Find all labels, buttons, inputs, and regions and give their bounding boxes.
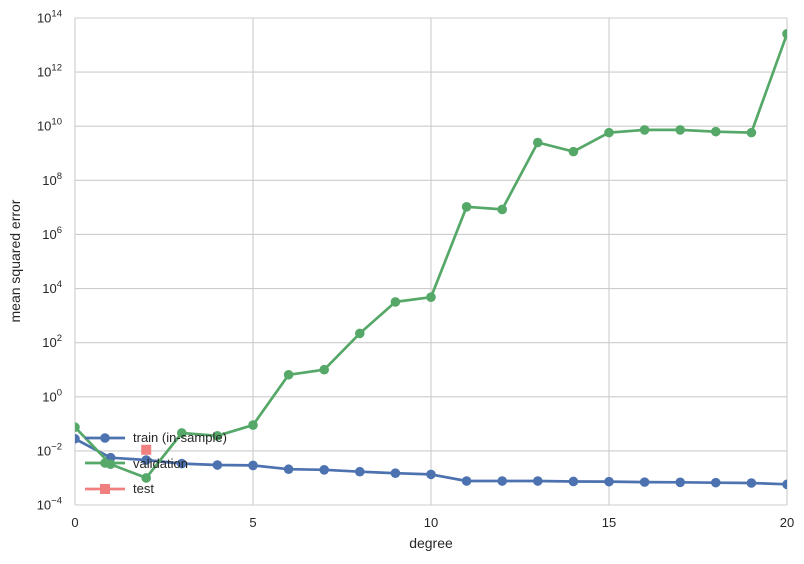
svg-text:10−2: 10−2	[37, 441, 62, 458]
svg-text:5: 5	[249, 515, 256, 530]
legend-label-train: train (in-sample)	[133, 430, 227, 446]
svg-text:102: 102	[42, 333, 62, 350]
legend: train (in-sample) validation test	[85, 425, 227, 502]
train-line-marker-icon	[85, 432, 125, 443]
legend-item-validation: validation	[85, 451, 227, 477]
svg-text:1012: 1012	[37, 63, 62, 80]
x-axis-label: degree	[409, 535, 453, 551]
svg-text:15: 15	[602, 515, 616, 530]
test-line-marker-icon	[85, 483, 125, 494]
svg-text:10−4: 10−4	[37, 496, 62, 513]
svg-text:0: 0	[71, 515, 78, 530]
svg-text:1014: 1014	[37, 9, 62, 26]
y-axis-label: mean squared error	[7, 199, 23, 323]
legend-item-test: test	[85, 476, 227, 502]
svg-text:100: 100	[42, 387, 62, 404]
svg-text:104: 104	[42, 279, 62, 296]
legend-label-validation: validation	[133, 455, 188, 471]
svg-text:1010: 1010	[37, 117, 62, 134]
svg-text:20: 20	[780, 515, 794, 530]
legend-item-train: train (in-sample)	[85, 425, 227, 451]
svg-text:106: 106	[42, 225, 62, 242]
legend-label-test: test	[133, 481, 154, 497]
validation-line-marker-icon	[85, 458, 125, 469]
svg-text:108: 108	[42, 171, 62, 188]
svg-text:10: 10	[424, 515, 438, 530]
